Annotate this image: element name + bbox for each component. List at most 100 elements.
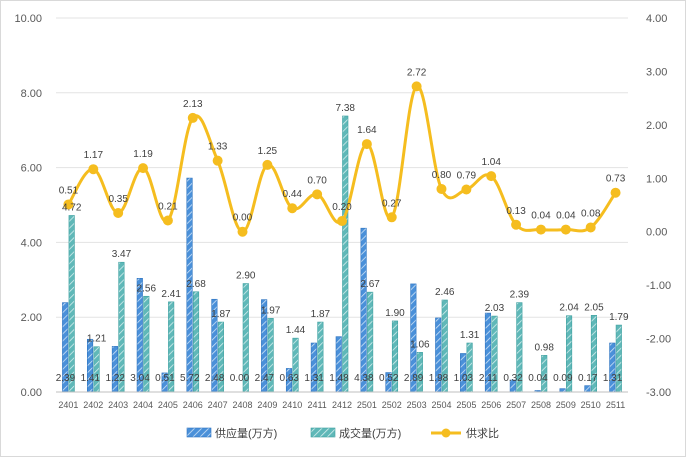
supply-bar-label: 1.03 xyxy=(454,373,474,384)
ratio-point-label: 0.13 xyxy=(506,206,526,217)
right-axis: -3.00 -2.00 -1.00 0.00 1.00 2.00 3.00 4.00 xyxy=(646,13,671,399)
deal-bar-label: 1.97 xyxy=(261,305,281,316)
supply-bar xyxy=(584,385,591,393)
deal-bar xyxy=(68,215,75,393)
x-axis-tick-label: 2405 xyxy=(158,400,178,410)
ratio-point xyxy=(560,224,571,235)
legend-deal-swatch xyxy=(310,427,336,438)
supply-bar-label: 3.04 xyxy=(130,373,150,384)
deal-bar-label: 1.87 xyxy=(311,309,331,320)
ratio-point-label: 0.20 xyxy=(332,202,352,213)
ratio-point-label: 0.70 xyxy=(307,175,327,186)
x-axis-tick-label: 2406 xyxy=(183,400,203,410)
x-axis-tick-label: 2507 xyxy=(506,400,526,410)
ratio-point xyxy=(162,215,173,226)
ratio-point-label: 0.35 xyxy=(108,194,128,205)
ratio-point xyxy=(337,216,347,227)
left-axis: 0.00 2.00 4.00 6.00 8.00 10.00 xyxy=(14,13,42,399)
x-axis-tick-label: 2411 xyxy=(307,400,326,410)
right-axis-tick-label: 1.00 xyxy=(646,173,667,185)
ratio-point-label: 2.72 xyxy=(407,67,427,78)
ratio-point-label: 1.17 xyxy=(84,150,104,161)
supply-bar-label: 0.17 xyxy=(578,373,598,384)
ratio-point xyxy=(486,171,497,182)
legend: 供应量(万方) 成交量(万方) 供求比 xyxy=(186,426,499,440)
ratio-point-label: 0.04 xyxy=(556,211,576,222)
x-axis-tick-label: 2505 xyxy=(456,400,476,410)
deal-bar-label: 2.39 xyxy=(510,290,530,301)
deal-bar-label: 7.38 xyxy=(336,103,356,114)
supply-bar-label: 2.48 xyxy=(205,373,225,384)
x-axis-tick-label: 2407 xyxy=(208,400,228,410)
ratio-point-label: 0.08 xyxy=(581,208,601,219)
ratio-point-label: 0.79 xyxy=(457,171,477,182)
supply-bar-label: 1.31 xyxy=(603,373,623,384)
supply-bar-label: 5.72 xyxy=(180,373,200,384)
x-axis-tick-label: 2506 xyxy=(481,400,501,410)
deal-bar-label: 1.79 xyxy=(609,312,629,323)
deal-bar-label: 2.46 xyxy=(435,287,455,298)
deal-bar-label: 2.03 xyxy=(485,303,505,314)
ratio-point-label: 0.44 xyxy=(283,189,303,200)
legend-ratio-label: 供求比 xyxy=(466,426,499,440)
ratio-point xyxy=(212,155,223,166)
deal-bar-label: 1.90 xyxy=(385,308,405,319)
ratio-point-label: 0.80 xyxy=(432,170,452,181)
x-axis-tick-label: 2502 xyxy=(382,400,402,410)
right-axis-tick-label: -3.00 xyxy=(646,387,671,399)
left-axis-tick-label: 6.00 xyxy=(21,163,42,175)
supply-bar-label: 0.32 xyxy=(503,373,523,384)
ratio-point xyxy=(461,184,472,195)
supply-bar-label: 0.52 xyxy=(379,373,399,384)
ratio-point xyxy=(113,208,124,219)
supply-bar-label: 4.38 xyxy=(354,373,374,384)
ratio-point xyxy=(88,164,99,175)
supply-bar xyxy=(111,346,118,393)
left-axis-tick-label: 10.00 xyxy=(14,13,42,25)
supply-bar-label: 2.39 xyxy=(56,373,76,384)
ratio-point-label: 1.64 xyxy=(357,125,377,136)
x-axis-tick-label: 2511 xyxy=(606,400,625,410)
x-axis-tick-label: 2404 xyxy=(133,400,153,410)
x-axis-tick-label: 2410 xyxy=(282,400,302,410)
legend-supply-label: 供应量(万方) xyxy=(215,426,277,440)
ratio-point xyxy=(63,199,74,210)
ratio-point-label: 0.51 xyxy=(59,185,79,196)
ratio-point-label: 2.13 xyxy=(183,99,203,110)
supply-bar xyxy=(310,342,317,393)
deal-bar xyxy=(466,342,473,393)
supply-bar-label: 1.31 xyxy=(304,373,324,384)
ratio-point-label: 0.04 xyxy=(531,211,551,222)
supply-bar-label: 0.09 xyxy=(553,373,573,384)
x-axis-tick-label: 2408 xyxy=(233,400,253,410)
x-axis-tick-label: 2412 xyxy=(332,400,352,410)
legend-ratio-marker xyxy=(441,428,451,438)
right-axis-tick-label: -2.00 xyxy=(646,334,671,346)
x-axis-tick-label: 2409 xyxy=(257,400,277,410)
left-axis-tick-label: 8.00 xyxy=(21,88,42,100)
x-axis-tick-label: 2504 xyxy=(431,400,451,410)
x-axis-tick-label: 2401 xyxy=(58,400,78,410)
ratio-point-label: 1.19 xyxy=(133,149,153,160)
ratio-point xyxy=(436,183,447,194)
ratio-point xyxy=(187,112,198,123)
supply-bar-label: 1.22 xyxy=(105,373,125,384)
deal-bar-label: 2.04 xyxy=(559,303,579,314)
right-axis-tick-label: 2.00 xyxy=(646,120,667,132)
legend-supply-swatch xyxy=(186,427,212,438)
ratio-point xyxy=(411,81,422,92)
supply-bar xyxy=(360,227,367,393)
supply-bar-label: 1.98 xyxy=(429,373,449,384)
supply-bar xyxy=(87,338,94,393)
ratio-point-label: 1.25 xyxy=(258,146,278,157)
supply-bar-label: 2.47 xyxy=(255,373,275,384)
supply-bar-label: 0.63 xyxy=(280,373,300,384)
x-axis-tick-label: 2508 xyxy=(531,400,551,410)
deal-bar-label: 2.05 xyxy=(584,302,604,313)
x-axis-tick-label: 2403 xyxy=(108,400,128,410)
left-axis-tick-label: 0.00 xyxy=(21,387,42,399)
ratio-point xyxy=(585,222,596,233)
deal-bar-label: 1.21 xyxy=(87,334,107,345)
